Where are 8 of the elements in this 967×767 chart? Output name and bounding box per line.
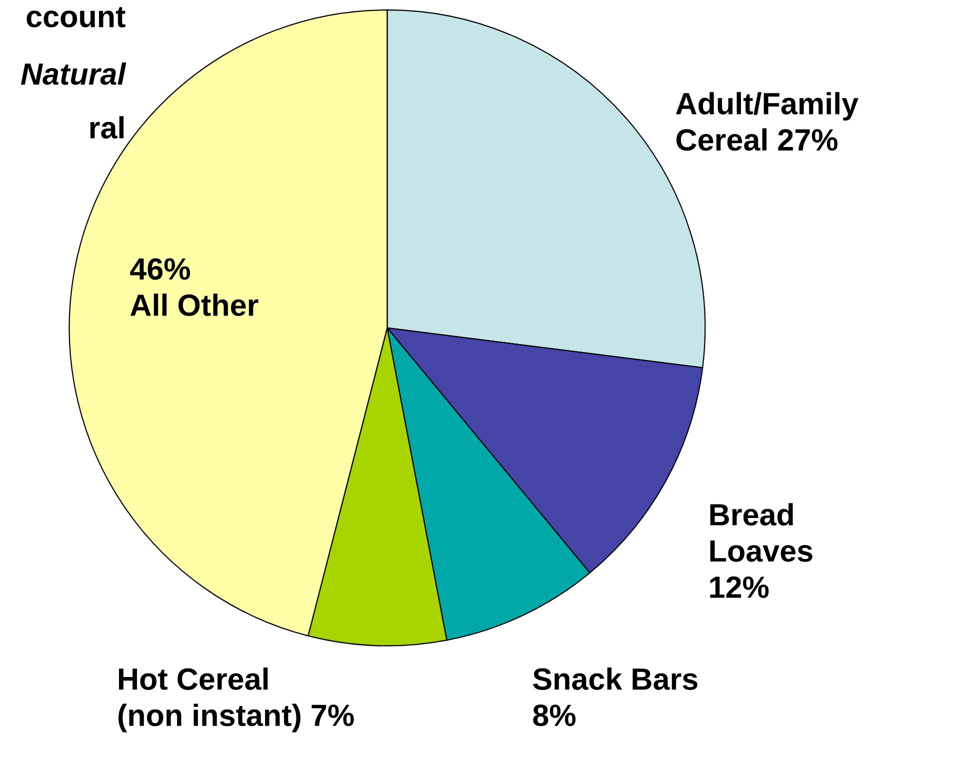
slice-label: Snack Bars 8% xyxy=(533,668,698,726)
slice-label: 46% All Other xyxy=(130,258,258,316)
text: ccount xyxy=(26,7,126,28)
slice-label: Bread Loaves 12% xyxy=(710,503,812,598)
text: Natural xyxy=(20,62,126,85)
text: ral xyxy=(90,116,124,139)
slice-label: Adult/Family Cereal 27% xyxy=(676,92,858,151)
slice-label: Hot Cereal (non instant) 7% xyxy=(118,668,354,732)
